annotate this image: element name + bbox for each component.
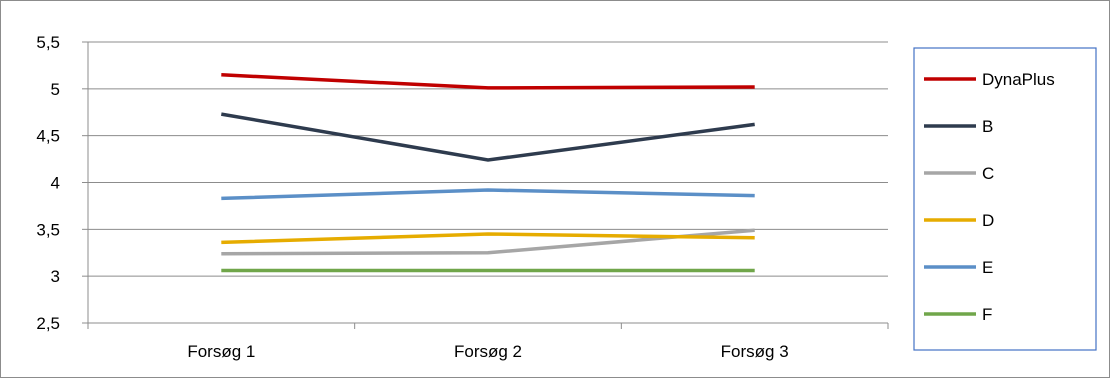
legend-box — [913, 47, 1097, 351]
y-tick-label: 3,5 — [36, 220, 60, 239]
legend-label-e: E — [982, 258, 993, 277]
legend: DynaPlus B C D E F — [913, 47, 1097, 351]
y-tick-label: 5 — [51, 80, 60, 99]
series-line-b — [221, 112, 755, 162]
series-line-dynaplus — [221, 73, 755, 90]
legend-label-d: D — [982, 211, 994, 230]
x-tick-label: Forsøg 2 — [454, 342, 522, 361]
series-line-e — [221, 188, 755, 201]
legend-label-f: F — [982, 305, 992, 324]
y-tick-label: 2,5 — [36, 314, 60, 333]
y-tick-label: 3 — [51, 267, 60, 286]
series-lines — [221, 73, 755, 273]
x-tick-label: Forsøg 1 — [187, 342, 255, 361]
y-tick-label: 5,5 — [36, 33, 60, 52]
y-tick-label: 4 — [51, 174, 60, 193]
legend-label-b: B — [982, 117, 993, 136]
y-tick-label: 4,5 — [36, 127, 60, 146]
x-axis: Forsøg 1 Forsøg 2 Forsøg 3 — [87, 322, 889, 361]
x-tick-label: Forsøg 3 — [721, 342, 789, 361]
legend-label-c: C — [982, 164, 994, 183]
legend-label-dynaplus: DynaPlus — [982, 70, 1055, 89]
series-line-d — [221, 232, 755, 245]
y-axis: 2,5 3 3,5 4 4,5 5 5,5 — [36, 33, 89, 333]
